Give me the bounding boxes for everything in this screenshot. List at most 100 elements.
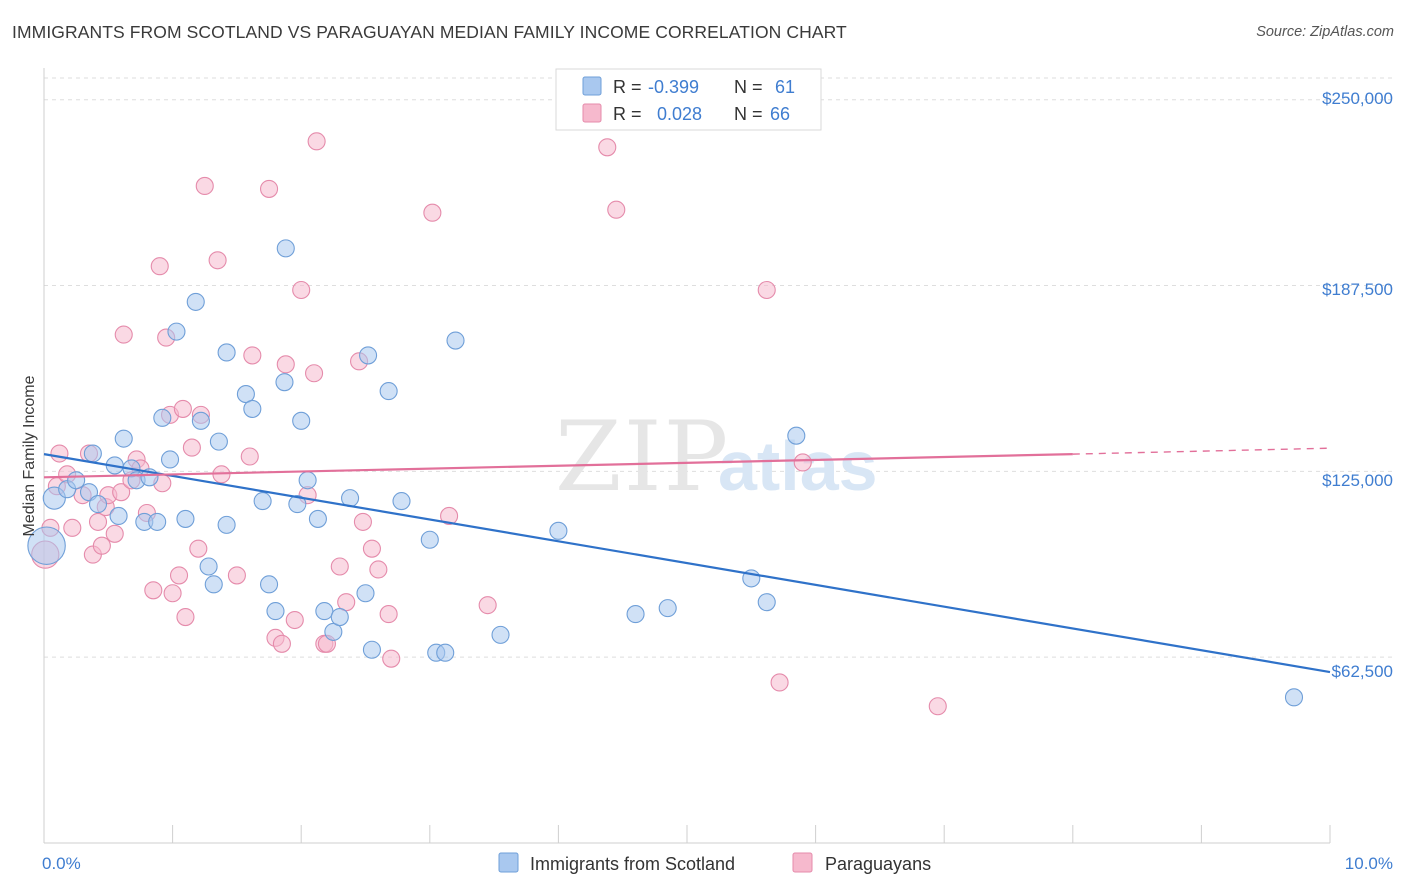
paraguayans-point (369, 560, 388, 579)
legend-r-label-1: R = (613, 77, 642, 97)
y-tick-62500: $62,500 (1332, 662, 1393, 681)
scotland-point (176, 509, 195, 528)
legend-n-label-1: N = (734, 77, 763, 97)
scotland-point (204, 575, 223, 594)
series-legend: Immigrants from Scotland Paraguayans (498, 852, 931, 874)
paraguayans-point (928, 697, 947, 716)
paraguayans-point (607, 200, 626, 219)
scotland-point (266, 602, 285, 621)
paraguayans-point (189, 539, 208, 558)
scotland-point (491, 625, 510, 644)
scotland-point (626, 605, 645, 624)
scotland-point (446, 331, 465, 350)
paraguayans-point (227, 566, 246, 585)
scotland-point (292, 411, 311, 430)
paraguayans-point (382, 649, 401, 668)
scotland-point (88, 495, 108, 514)
scotland-point (114, 429, 133, 448)
paraguayans-point (163, 584, 182, 603)
paraguayans-point (770, 673, 789, 692)
paraguayans-point (88, 512, 108, 531)
paraguayans-trend-line (43, 453, 1073, 479)
paraguayans-point (478, 596, 497, 615)
x-tick-max: 10.0% (1345, 854, 1393, 873)
paraguayans-point (150, 257, 169, 276)
scotland-point (1284, 688, 1304, 707)
paraguayans-point (92, 536, 111, 555)
y-axis-label: Median Family Income (21, 375, 38, 536)
chart-title: IMMIGRANTS FROM SCOTLAND VS PARAGUAYAN M… (12, 22, 847, 42)
scotland-point (186, 292, 205, 311)
paraguayans-point (793, 453, 812, 472)
scotland-point (67, 471, 86, 490)
paraguayans-point (307, 132, 326, 151)
paraguayans-point (243, 346, 262, 365)
bottom-legend-paraguayans: Paraguayans (825, 854, 931, 874)
scotland-point (308, 509, 327, 528)
scotland-point (330, 607, 349, 627)
scotland-point (199, 557, 218, 576)
scotland-point (658, 599, 677, 618)
scotland-point (276, 239, 295, 258)
x-tick-min: 0.0% (42, 854, 81, 873)
correlation-legend: R = -0.399 N = 61 R = 0.028 N = 66 (555, 68, 822, 131)
source-label: Source: ZipAtlas.com (1256, 24, 1394, 40)
bottom-swatch-scotland (498, 852, 519, 873)
paraguayans-point (63, 518, 82, 537)
y-tick-125000: $125,000 (1322, 471, 1393, 490)
scotland-point (420, 530, 439, 549)
paraguayans-trend-extension (1072, 447, 1331, 455)
paraguayans-point (176, 607, 195, 627)
scotland-point (160, 450, 180, 469)
scotland-point (243, 399, 262, 418)
scotland-point (253, 492, 272, 511)
legend-swatch-scotland (582, 76, 602, 96)
trend-layer (43, 447, 1331, 674)
scotland-point (259, 575, 279, 594)
scotland-trend-line (43, 453, 1331, 674)
legend-r-label-2: R = (613, 104, 642, 124)
scotland-point (275, 373, 294, 392)
scotland-point (392, 492, 411, 511)
paraguayans-point (379, 605, 398, 624)
paraguayans-point (330, 557, 349, 576)
paraguayans-point (757, 280, 776, 300)
scotland-points (27, 239, 1304, 707)
scotland-point (436, 643, 455, 662)
watermark: ZIP atlas (555, 401, 878, 513)
legend-n-value-1: 61 (775, 77, 795, 97)
axes-layer (43, 68, 1331, 844)
paraguayans-point (208, 251, 227, 270)
paraguayans-point (353, 512, 372, 531)
scotland-point (27, 526, 66, 565)
scotland-point (379, 382, 398, 401)
paraguayans-point (362, 539, 381, 558)
scotland-point (315, 602, 334, 621)
paraguayans-point (114, 325, 133, 344)
paraguayans-point (292, 280, 311, 300)
paraguayans-point (240, 447, 259, 466)
paraguayans-point (440, 506, 459, 526)
scotland-point (153, 408, 172, 427)
scotland-point (191, 411, 210, 430)
watermark-zip: ZIP (555, 401, 730, 513)
paraguayans-point (423, 203, 442, 222)
paraguayans-point (105, 524, 124, 543)
paraguayans-point (276, 355, 295, 374)
scotland-point (359, 346, 378, 365)
legend-n-label-2: N = (734, 104, 763, 124)
legend-r-value-1: -0.399 (648, 77, 699, 97)
scotland-point (356, 584, 375, 603)
scotland-point (757, 593, 776, 612)
scotland-point (549, 521, 568, 540)
scotland-point (209, 432, 228, 451)
scotland-point (167, 322, 186, 341)
paraguayans-point (50, 444, 69, 463)
scotland-point (148, 512, 167, 531)
legend-n-value-2: 66 (770, 104, 790, 124)
scotland-point (217, 515, 236, 534)
scotland-point (109, 506, 128, 526)
scotland-point (288, 495, 307, 514)
scotland-point (83, 444, 102, 463)
